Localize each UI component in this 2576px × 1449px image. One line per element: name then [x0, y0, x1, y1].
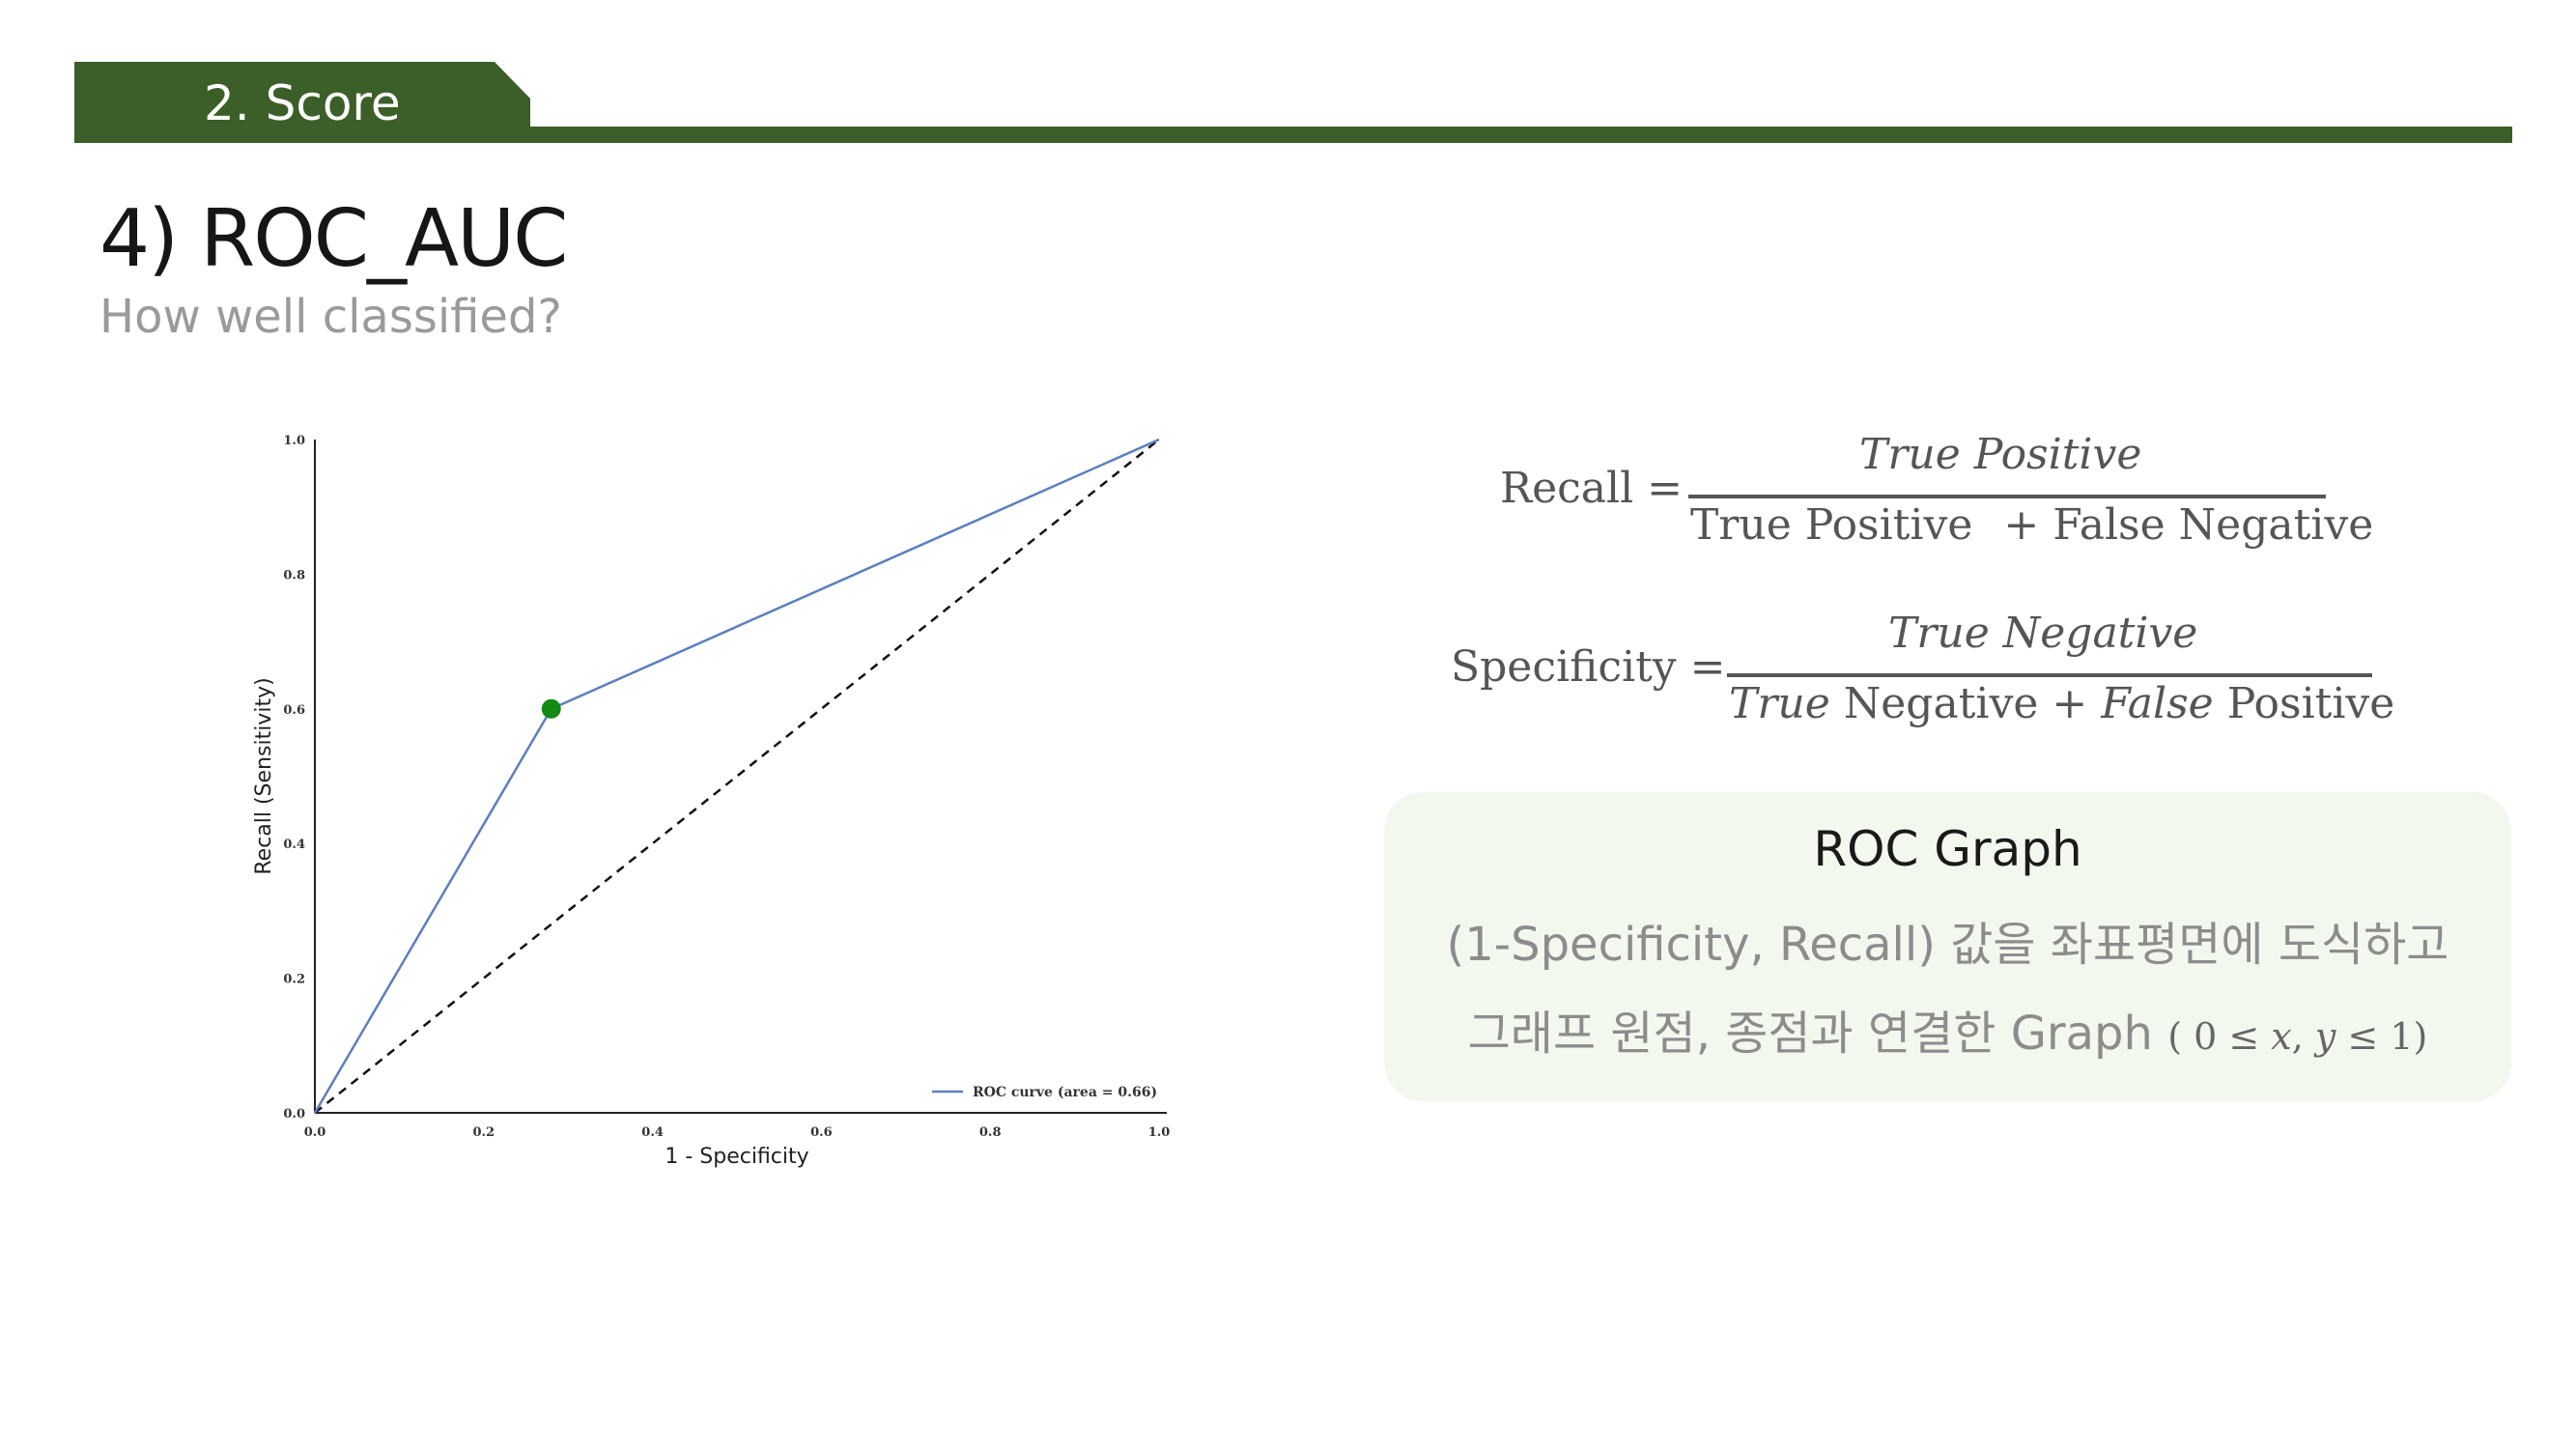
page-subtitle: How well classified? — [99, 290, 562, 344]
recall-numerator: True Positive — [1859, 430, 2142, 479]
page-title: 4) ROC_AUC — [99, 193, 568, 285]
y-tick-label: 0.4 — [283, 838, 305, 852]
recall-denominator: True Positive + False Negative — [1690, 500, 2373, 550]
header-bar — [74, 127, 2512, 143]
roc-chart: 0.0 0.2 0.4 0.6 0.8 1.0 0.0 0.2 0.4 0.6 0.8 1.0 1 - … — [252, 434, 1171, 1169]
roc-note-line1: (1-Specificity, Recall) 값을 좌표평면에 도식하고 — [1446, 918, 2449, 972]
specificity-fraction-bar — [1727, 673, 2372, 677]
recall-denominator-tp: True Positive — [1690, 500, 1973, 550]
x-tick-label: 1.0 — [1148, 1125, 1171, 1140]
x-tick-label: 0.2 — [472, 1125, 495, 1140]
y-axis-label: Recall (Sensitivity) — [252, 677, 276, 874]
spec-den-positive: Positive — [2226, 679, 2395, 728]
y-tick-label: 0.0 — [283, 1107, 305, 1122]
roc-note-line2: 그래프 원점, 종점과 연결한 Graph ( 0 ≤ 𝑥, 𝑦 ≤ 1) — [1384, 995, 2511, 1063]
operating-point — [541, 698, 561, 719]
x-tick-label: 0.4 — [641, 1125, 664, 1140]
x-tick-label: 0.0 — [304, 1125, 326, 1140]
y-tick-label: 1.0 — [283, 434, 305, 448]
x-axis-label: 1 - Specificity — [665, 1145, 808, 1169]
roc-note-range: ( 0 ≤ 𝑥, 𝑦 ≤ 1) — [2167, 1015, 2428, 1058]
spec-den-negative: Negative + — [1843, 679, 2088, 728]
section-tab — [74, 62, 530, 143]
spec-den-true: True — [1729, 679, 1830, 728]
legend-label: ROC curve (area = 0.66) — [973, 1085, 1157, 1100]
roc-graph-note: ROC Graph (1-Specificity, Recall) 값을 좌표평… — [1384, 792, 2511, 1101]
x-tick-label: 0.8 — [979, 1125, 1002, 1140]
x-tick-label: 0.6 — [810, 1125, 833, 1140]
recall-denominator-fn: + False Negative — [2003, 500, 2374, 550]
spec-den-false: False — [2101, 679, 2214, 728]
specificity-denominator: True Negative + False Positive — [1729, 679, 2394, 728]
specificity-lhs: Specificity = — [1451, 642, 1726, 692]
section-label: 2. Score — [204, 75, 401, 131]
y-tick-label: 0.6 — [283, 703, 305, 718]
y-tick-label: 0.8 — [283, 568, 305, 582]
specificity-numerator: True Negative — [1888, 609, 2198, 658]
y-tick-label: 0.2 — [283, 973, 305, 987]
roc-note-title: ROC Graph — [1813, 821, 2082, 877]
recall-fraction-bar — [1688, 495, 2326, 498]
roc-note-line2-text: 그래프 원점, 종점과 연결한 Graph — [1467, 1007, 2153, 1061]
recall-lhs: Recall = — [1500, 464, 1684, 513]
chance-line — [314, 439, 1160, 1114]
